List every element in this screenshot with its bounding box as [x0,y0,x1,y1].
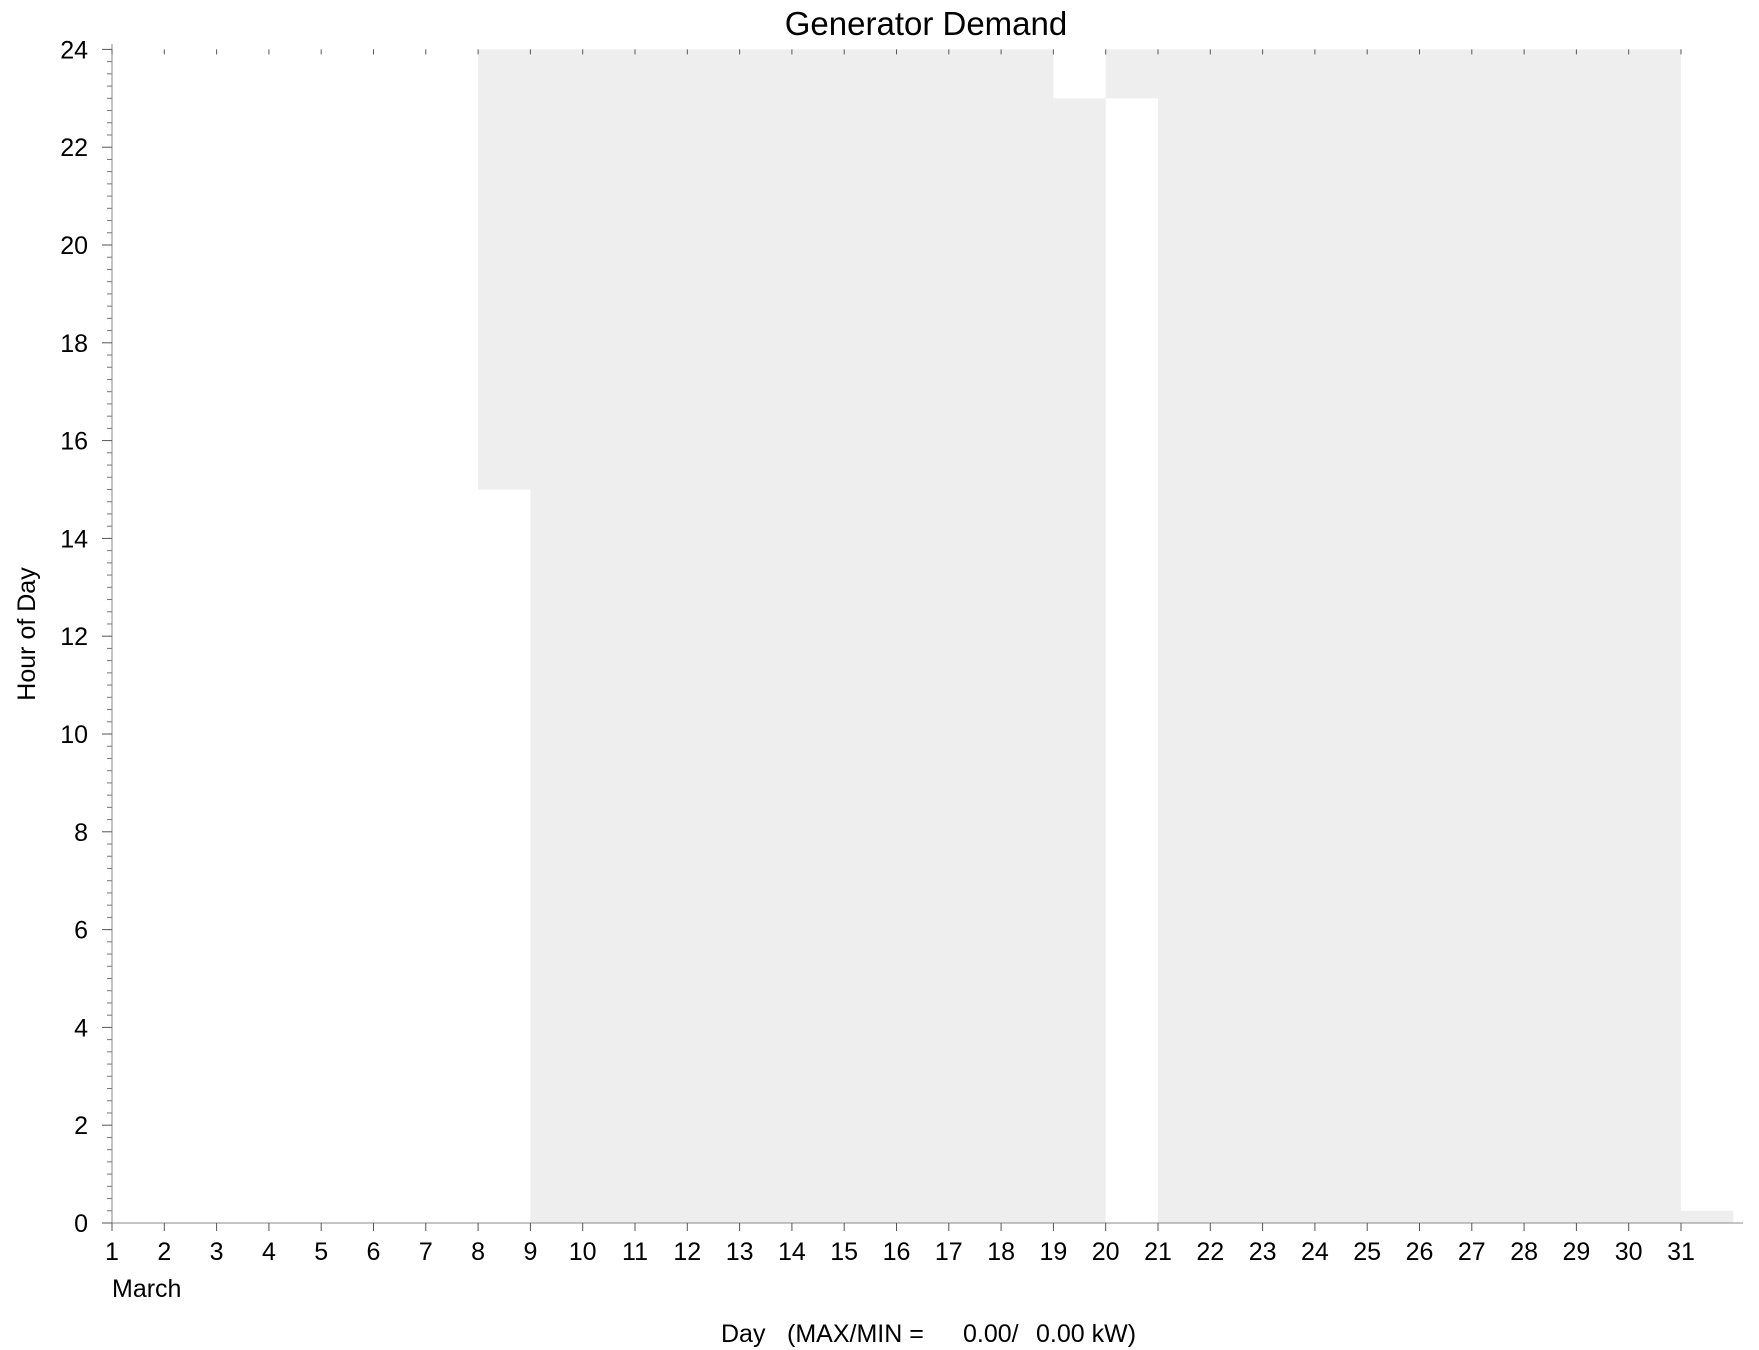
x-tick-label-5: 5 [314,1238,328,1266]
x-tick-label-30: 30 [1615,1238,1643,1266]
x-axis-label: Day [721,1320,766,1348]
y-axis-label: Hour of Day [13,567,41,701]
y-tick-label-22: 22 [60,134,88,162]
y-tick-label-10: 10 [60,721,88,749]
y-tick-label-16: 16 [60,428,88,456]
chart-title: Generator Demand [785,5,1067,42]
tick-labels: 1 2 3 4 5 6 7 8 9 10 11 12 13 14 15 16 17 18 19 20 21 22 23 24 2… [60,36,1695,1266]
x-tick-label-6: 6 [367,1238,381,1266]
x-tick-label-22: 22 [1196,1238,1224,1266]
x-tick-label-1: 1 [105,1238,119,1266]
y-tick-label-0: 0 [74,1210,88,1238]
y-tick-label-18: 18 [60,330,88,358]
x-tick-label-29: 29 [1562,1238,1590,1266]
x-tick-label-31: 31 [1667,1238,1695,1266]
x-tick-label-2: 2 [157,1238,171,1266]
x-tick-label-24: 24 [1301,1238,1329,1266]
x-tick-label-28: 28 [1510,1238,1538,1266]
ticks [102,48,1682,1231]
demand-cell-3 [1105,49,1158,99]
demand-cell-1 [530,49,1054,1223]
demand-cell-4 [1158,49,1681,1223]
demand-cell-2 [1053,98,1106,1223]
y-tick-label-20: 20 [60,232,88,260]
x-tick-label-21: 21 [1144,1238,1172,1266]
x-tick-label-25: 25 [1353,1238,1381,1266]
y-tick-label-2: 2 [74,1112,88,1140]
x-tick-label-16: 16 [883,1238,911,1266]
x-tick-label-17: 17 [935,1238,963,1266]
x-tick-label-15: 15 [830,1238,858,1266]
x-tick-label-7: 7 [419,1238,433,1266]
demand-cell-5 [1681,1210,1734,1223]
x-tick-label-8: 8 [471,1238,485,1266]
x-tick-label-13: 13 [726,1238,754,1266]
x-tick-label-27: 27 [1458,1238,1486,1266]
demand-cell-0 [478,49,531,490]
x-tick-label-11: 11 [622,1238,648,1266]
x-tick-label-20: 20 [1092,1238,1120,1266]
demand-cells [478,49,1734,1223]
min-value: 0.00 kW) [1036,1320,1136,1348]
x-axis-label-extra: (MAX/MIN = [787,1320,924,1348]
y-tick-label-12: 12 [60,623,88,651]
x-tick-label-18: 18 [987,1238,1015,1266]
x-tick-label-14: 14 [778,1238,806,1266]
y-tick-label-6: 6 [74,917,88,945]
y-tick-label-8: 8 [74,819,88,847]
y-tick-label-4: 4 [74,1014,88,1042]
axes [111,44,1743,1224]
y-tick-label-14: 14 [60,525,88,553]
y-tick-label-24: 24 [60,36,88,64]
x-tick-label-12: 12 [673,1238,701,1266]
month-label: March [112,1275,181,1303]
x-tick-label-10: 10 [569,1238,597,1266]
x-tick-label-4: 4 [262,1238,276,1266]
max-value: 0.00/ [963,1320,1019,1348]
x-tick-label-9: 9 [523,1238,537,1266]
x-tick-label-19: 19 [1039,1238,1067,1266]
x-tick-label-26: 26 [1406,1238,1434,1266]
x-tick-label-3: 3 [210,1238,224,1266]
x-tick-label-23: 23 [1249,1238,1277,1266]
